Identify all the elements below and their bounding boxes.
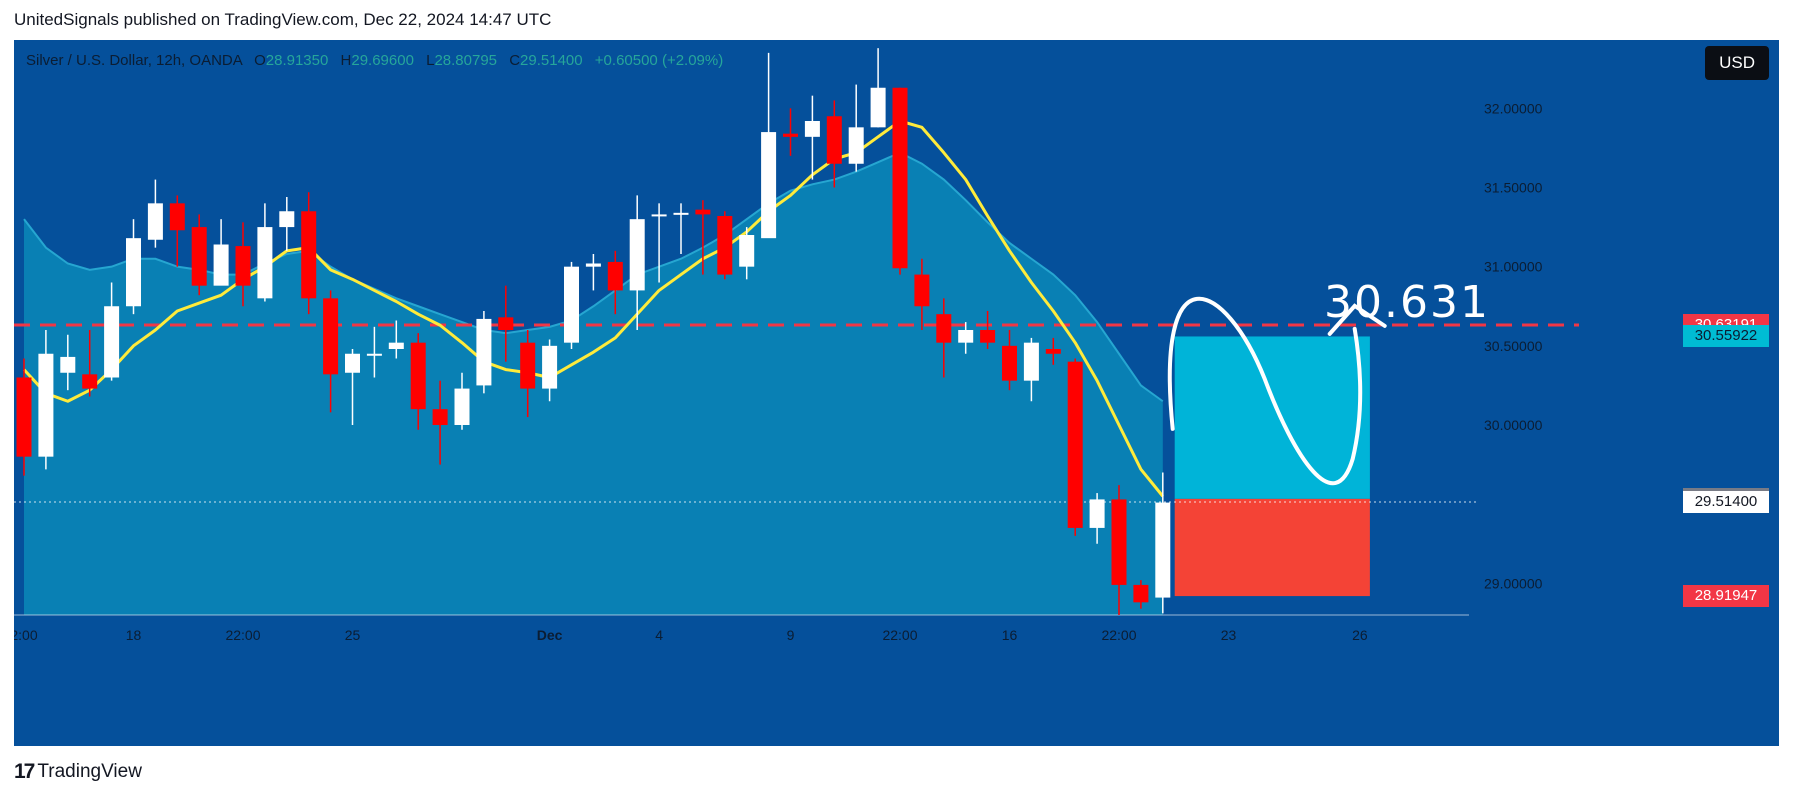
candle-down	[1045, 349, 1061, 354]
time-axis-strip	[14, 615, 1469, 746]
stop-zone[interactable]	[1174, 498, 1370, 597]
candle-down	[1133, 584, 1149, 603]
candle-up	[257, 227, 273, 299]
candle-up	[958, 330, 974, 343]
y-axis-tick-label: 31.50000	[1484, 180, 1543, 196]
candle-down	[826, 116, 842, 164]
candle-up	[366, 353, 382, 356]
price-tag: 30.55922	[1683, 325, 1769, 348]
x-axis-tick-label: 26	[1352, 627, 1368, 643]
symbol-legend: Silver / U.S. Dollar, 12h, OANDA O28.913…	[26, 52, 723, 69]
legend-change: +0.60500 (+2.09%)	[594, 52, 724, 69]
candle-down	[892, 87, 908, 269]
moving-average-line	[22, 119, 1164, 498]
candle-up	[673, 212, 689, 215]
candle-up	[542, 345, 558, 389]
x-axis-tick-label: Dec	[537, 627, 563, 643]
candle-down	[980, 330, 996, 343]
candle-down	[783, 133, 798, 137]
publish-attribution: UnitedSignals published on TradingView.c…	[14, 10, 552, 29]
candle-up	[1155, 502, 1171, 598]
candle-down	[16, 377, 32, 457]
candle-up	[1023, 342, 1039, 381]
price-tag: 29.51400	[1683, 490, 1769, 513]
candle-up	[476, 318, 492, 386]
candle-up	[104, 306, 120, 378]
target-annotation-text[interactable]: 30.631	[1324, 277, 1490, 328]
candle-down	[936, 314, 952, 343]
candle-up	[739, 235, 755, 267]
wave-arrow-head	[1327, 303, 1387, 336]
candle-up	[38, 353, 54, 457]
candle-down	[169, 203, 185, 231]
profit-zone[interactable]	[1174, 336, 1370, 499]
candle-up	[629, 219, 645, 291]
legend-high-value: 29.69600	[351, 52, 414, 69]
tradingview-wordmark: TradingView	[37, 761, 142, 782]
y-axis-tick-label: 29.00000	[1484, 575, 1543, 591]
candle-up	[213, 244, 229, 286]
y-axis-tick-label: 31.00000	[1484, 259, 1543, 275]
chart-panel[interactable]: 30.631 32.00000 31.50000 31.00000 30.50000 30…	[14, 40, 1779, 746]
x-axis-tick-label: 22:00	[1101, 627, 1136, 643]
legend-symbol: Silver / U.S. Dollar, 12h, OANDA	[26, 52, 242, 69]
candle-down	[410, 342, 426, 410]
candle-up	[279, 211, 295, 228]
candle-up	[345, 353, 360, 373]
x-axis-tick-label: 22:00	[225, 627, 260, 643]
candle-down	[82, 374, 98, 389]
candle-up	[651, 214, 667, 217]
legend-low-value: 28.80795	[434, 52, 498, 69]
candle-down	[1067, 361, 1083, 528]
candle-down	[1111, 499, 1127, 585]
legend-high-label: H	[340, 52, 352, 69]
tradingview-logo[interactable]: 17 TradingView	[14, 760, 142, 784]
legend-close-label: C	[509, 52, 521, 69]
candle-down	[607, 261, 623, 291]
candle-up	[848, 127, 864, 164]
candle-up	[870, 87, 886, 128]
candle-up	[60, 356, 76, 373]
y-axis-tick-label: 32.00000	[1484, 100, 1543, 116]
y-axis-tick-label: 30.50000	[1484, 338, 1543, 354]
candle-up	[388, 342, 404, 349]
candle-up	[147, 203, 163, 240]
price-tag: 28.91947	[1683, 585, 1769, 608]
legend-close-value: 29.51400	[520, 52, 583, 69]
candle-down	[914, 274, 930, 307]
candle-down	[191, 227, 207, 286]
currency-button[interactable]: USD	[1705, 46, 1769, 80]
x-axis-tick-label: 25	[345, 627, 361, 643]
candle-up	[761, 132, 777, 239]
price-chart[interactable]: 30.631 32.00000 31.50000 31.00000 30.50000 30…	[14, 40, 1779, 746]
candle-up	[126, 238, 141, 307]
candle-up	[454, 388, 470, 425]
x-axis-tick-label: 9	[787, 627, 795, 643]
candle-down	[695, 209, 711, 215]
candle-up	[1089, 499, 1105, 528]
candle-up	[585, 263, 601, 267]
x-axis-tick-label: 22:00	[882, 627, 917, 643]
candle-down	[717, 216, 733, 275]
x-axis-tick-label: 4	[655, 627, 663, 643]
x-axis-tick-label: 23	[1221, 627, 1237, 643]
candle-down	[432, 409, 448, 425]
legend-low-label: L	[426, 52, 435, 69]
candle-up	[804, 121, 820, 137]
candle-down	[1002, 345, 1017, 381]
candle-down	[520, 342, 536, 389]
candle-down	[235, 246, 251, 286]
y-axis-tick-label: 30.00000	[1484, 417, 1543, 433]
tradingview-logo-icon: 17	[14, 760, 35, 783]
candle-down	[498, 317, 514, 330]
candle-up	[564, 266, 579, 343]
legend-open-label: O	[254, 52, 266, 69]
wave-arrow-path[interactable]	[1167, 296, 1363, 486]
x-axis-tick-label: 2:00	[14, 627, 38, 643]
x-axis-tick-label: 16	[1002, 627, 1018, 643]
legend-open-value: 28.91350	[265, 52, 329, 69]
x-axis-tick-label: 18	[126, 627, 142, 643]
candle-down	[323, 298, 339, 375]
candle-down	[301, 211, 317, 299]
